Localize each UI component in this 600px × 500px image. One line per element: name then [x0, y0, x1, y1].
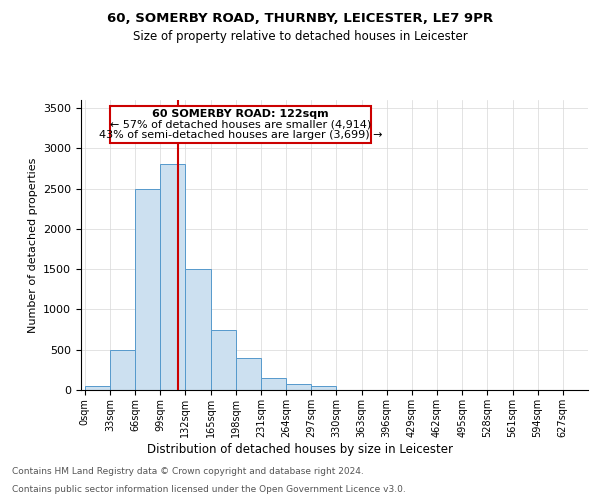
- Bar: [261, 378, 286, 390]
- Bar: [135, 188, 160, 390]
- Text: ← 57% of detached houses are smaller (4,914): ← 57% of detached houses are smaller (4,…: [110, 119, 371, 129]
- Y-axis label: Number of detached properties: Number of detached properties: [28, 158, 38, 332]
- Bar: [185, 269, 211, 390]
- Bar: [311, 386, 337, 390]
- Bar: [160, 164, 185, 390]
- Bar: [286, 384, 311, 390]
- Bar: [110, 350, 135, 390]
- Bar: [236, 358, 261, 390]
- Text: 43% of semi-detached houses are larger (3,699) →: 43% of semi-detached houses are larger (…: [98, 130, 382, 140]
- Bar: [85, 386, 110, 390]
- Text: 60, SOMERBY ROAD, THURNBY, LEICESTER, LE7 9PR: 60, SOMERBY ROAD, THURNBY, LEICESTER, LE…: [107, 12, 493, 26]
- Text: Size of property relative to detached houses in Leicester: Size of property relative to detached ho…: [133, 30, 467, 43]
- Text: Distribution of detached houses by size in Leicester: Distribution of detached houses by size …: [147, 442, 453, 456]
- Text: 60 SOMERBY ROAD: 122sqm: 60 SOMERBY ROAD: 122sqm: [152, 109, 329, 119]
- FancyBboxPatch shape: [110, 106, 371, 142]
- Text: Contains HM Land Registry data © Crown copyright and database right 2024.: Contains HM Land Registry data © Crown c…: [12, 468, 364, 476]
- Text: Contains public sector information licensed under the Open Government Licence v3: Contains public sector information licen…: [12, 485, 406, 494]
- Bar: [211, 330, 236, 390]
